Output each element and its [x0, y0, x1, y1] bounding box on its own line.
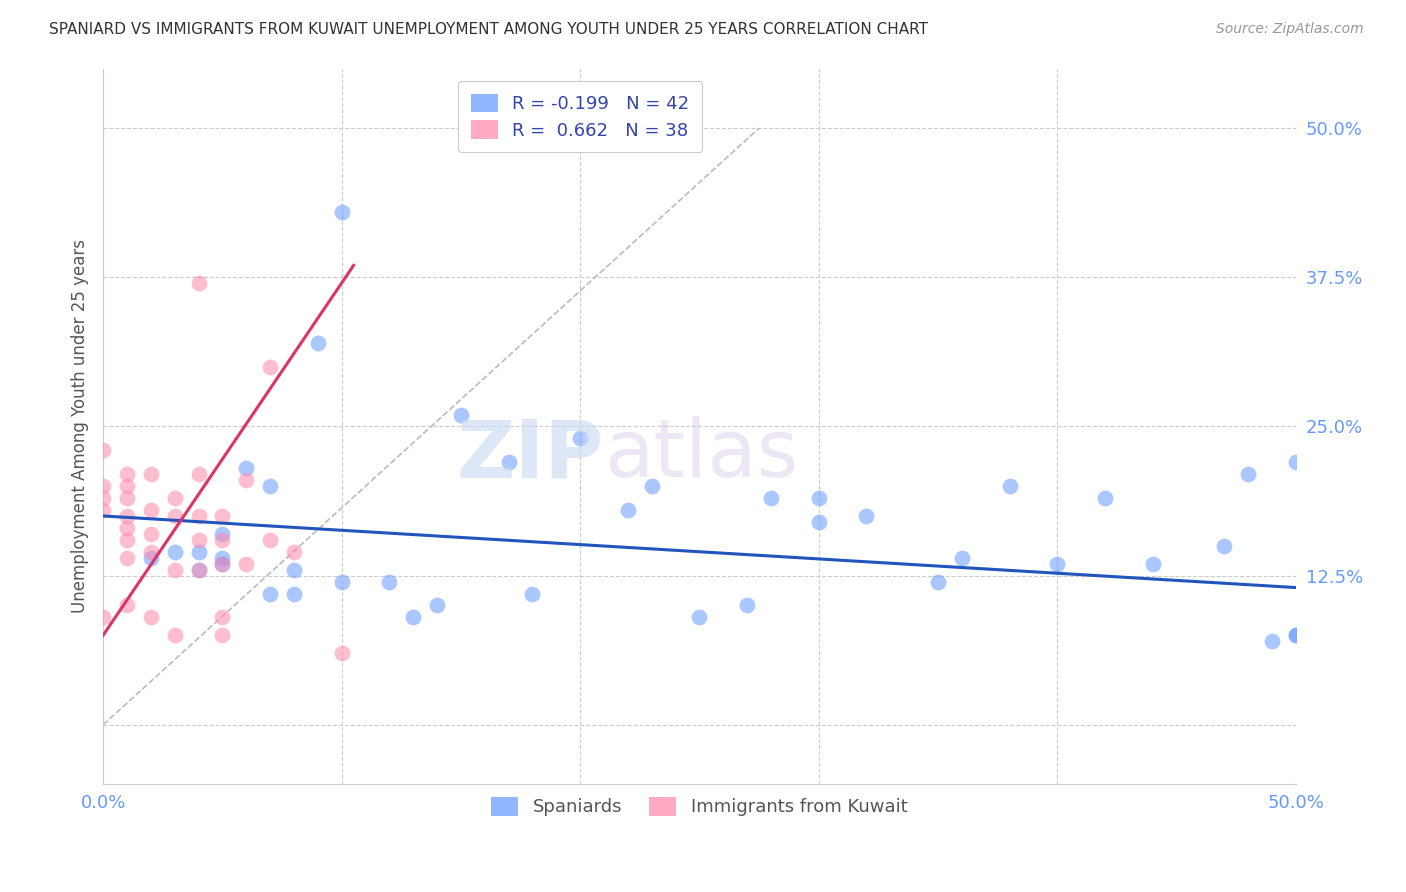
Point: [1142, 557, 1164, 571]
Point: [259, 479, 281, 493]
Point: [641, 479, 664, 493]
Point: [139, 526, 162, 541]
Text: SPANIARD VS IMMIGRANTS FROM KUWAIT UNEMPLOYMENT AMONG YOUTH UNDER 25 YEARS CORRE: SPANIARD VS IMMIGRANTS FROM KUWAIT UNEMP…: [49, 22, 928, 37]
Point: [1285, 628, 1308, 642]
Y-axis label: Unemployment Among Youth under 25 years: Unemployment Among Youth under 25 years: [72, 239, 89, 614]
Point: [569, 431, 592, 445]
Point: [187, 467, 209, 482]
Point: [211, 610, 233, 624]
Point: [1046, 557, 1069, 571]
Point: [115, 533, 138, 547]
Point: [211, 533, 233, 547]
Point: [522, 586, 544, 600]
Point: [91, 503, 114, 517]
Point: [187, 508, 209, 523]
Point: [139, 503, 162, 517]
Point: [91, 610, 114, 624]
Point: [139, 550, 162, 565]
Point: [307, 335, 329, 350]
Point: [927, 574, 949, 589]
Point: [330, 574, 353, 589]
Point: [91, 479, 114, 493]
Point: [259, 359, 281, 374]
Point: [235, 557, 257, 571]
Point: [139, 467, 162, 482]
Point: [759, 491, 782, 505]
Point: [187, 563, 209, 577]
Point: [235, 473, 257, 487]
Point: [283, 545, 305, 559]
Point: [187, 533, 209, 547]
Legend: Spaniards, Immigrants from Kuwait: Spaniards, Immigrants from Kuwait: [482, 789, 917, 825]
Point: [115, 467, 138, 482]
Point: [283, 563, 305, 577]
Point: [211, 557, 233, 571]
Point: [450, 408, 472, 422]
Point: [330, 204, 353, 219]
Point: [807, 515, 830, 529]
Point: [187, 277, 209, 291]
Point: [1213, 539, 1236, 553]
Point: [187, 563, 209, 577]
Point: [211, 557, 233, 571]
Text: ZIP: ZIP: [457, 416, 605, 494]
Point: [115, 491, 138, 505]
Point: [211, 550, 233, 565]
Text: Source: ZipAtlas.com: Source: ZipAtlas.com: [1216, 22, 1364, 37]
Point: [617, 503, 640, 517]
Point: [1285, 628, 1308, 642]
Point: [163, 563, 186, 577]
Point: [91, 491, 114, 505]
Text: atlas: atlas: [605, 416, 799, 494]
Point: [735, 599, 758, 613]
Point: [115, 508, 138, 523]
Point: [1261, 634, 1284, 648]
Point: [211, 628, 233, 642]
Point: [1094, 491, 1116, 505]
Point: [259, 533, 281, 547]
Point: [1237, 467, 1260, 482]
Point: [259, 586, 281, 600]
Point: [211, 508, 233, 523]
Point: [330, 646, 353, 660]
Point: [115, 479, 138, 493]
Point: [378, 574, 401, 589]
Point: [163, 628, 186, 642]
Point: [807, 491, 830, 505]
Point: [139, 545, 162, 559]
Point: [115, 550, 138, 565]
Point: [163, 508, 186, 523]
Point: [163, 545, 186, 559]
Point: [115, 599, 138, 613]
Point: [91, 443, 114, 458]
Point: [688, 610, 710, 624]
Point: [283, 586, 305, 600]
Point: [139, 610, 162, 624]
Point: [1285, 455, 1308, 469]
Point: [235, 461, 257, 475]
Point: [402, 610, 425, 624]
Point: [498, 455, 520, 469]
Point: [426, 599, 449, 613]
Point: [115, 521, 138, 535]
Point: [163, 491, 186, 505]
Point: [950, 550, 973, 565]
Point: [187, 545, 209, 559]
Point: [998, 479, 1021, 493]
Point: [855, 508, 877, 523]
Point: [211, 526, 233, 541]
